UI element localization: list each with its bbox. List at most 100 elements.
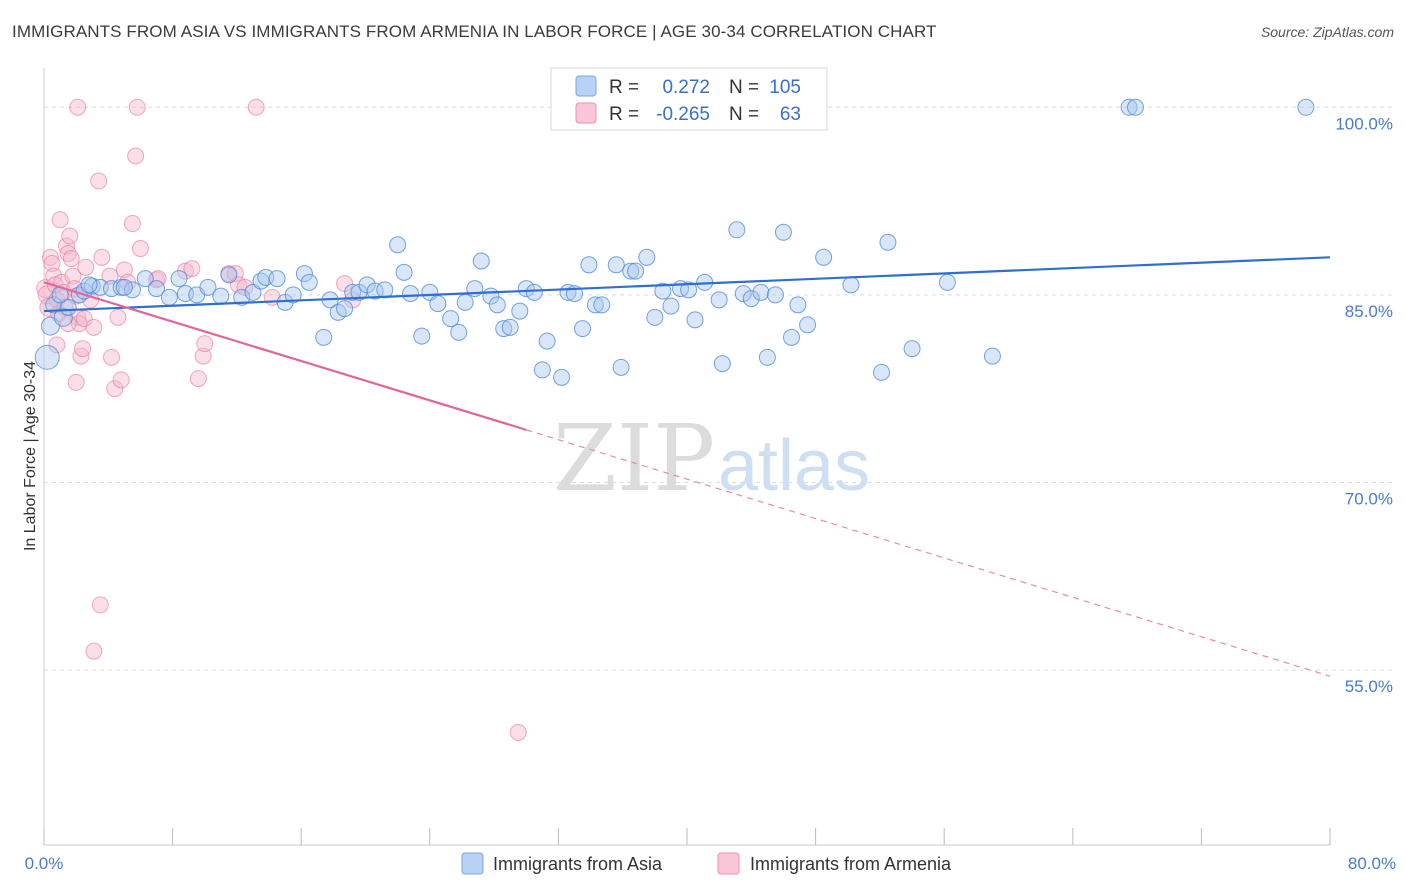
asia-point [284,286,302,304]
asia-point [395,263,413,281]
trend-lines [43,256,1331,677]
asia-point [220,266,238,284]
asia-point [517,280,535,298]
x-ticks [43,828,1331,845]
armenia-point [103,348,121,366]
armenia-point [74,340,92,358]
asia-point [742,290,760,308]
asia-point [842,276,860,294]
asia-point [538,332,556,350]
armenia-point [85,642,103,660]
armenia-trend-extension [526,429,1331,677]
asia-point [170,270,188,288]
asia-point [160,288,178,306]
armenia-point [109,308,127,326]
armenia-point [91,596,109,614]
asia-trend-line [43,256,1331,313]
asia-point [233,288,251,306]
asia-point [525,283,543,301]
legend-box [550,67,828,131]
series-asia [34,98,1315,386]
armenia-point [115,261,133,279]
asia-point [728,221,746,239]
asia-point [115,278,133,296]
legend-asia-n-label: N = [729,77,759,98]
legend-asia-r-value: 0.272 [662,77,710,98]
asia-point [654,282,672,300]
asia-point [1120,98,1138,116]
armenia-point [183,260,201,278]
armenia-point [43,255,61,273]
armenia-point [123,215,141,233]
asia-point [495,320,513,338]
asia-point [586,296,604,314]
armenia-point [59,245,77,263]
legend-armenia-n-label: N = [729,104,759,125]
asia-point [607,256,625,274]
correlation-legend: R = 0.272 N = 105 R = -0.265 N = 63 [550,67,828,131]
watermark-zip: ZIP [553,405,715,512]
asia-point [136,270,154,288]
asia-point [1297,98,1315,116]
y-tick-label-70: 70.0% [1345,489,1393,508]
asia-point [627,262,645,280]
asia-point [593,296,611,314]
asia-point [782,328,800,346]
asia-point [553,368,571,386]
asia-point [799,316,817,334]
asia-point [713,355,731,373]
armenia-point [69,98,87,116]
asia-point [1126,98,1144,116]
asia-point [344,283,362,301]
legend-armenia-r-label: R = [609,104,639,125]
asia-point [983,347,1001,365]
asia-point [300,273,318,291]
armenia-trend-line [43,281,527,431]
asia-point [686,311,704,329]
bottom-legend-swatch-asia [461,852,484,875]
armenia-point [90,172,108,190]
bottom-legend-armenia: Immigrants from Armenia [750,854,952,874]
asia-point [45,296,63,314]
armenia-point [189,370,207,388]
asia-point [879,233,897,251]
y-axis-title: In Labor Force | Age 30-34 [22,361,39,551]
asia-point [734,285,752,303]
armenia-point [106,380,124,398]
x-tick-label-min: 0.0% [25,854,64,873]
legend-swatch-asia [575,75,597,97]
asia-point [758,348,776,366]
asia-point [511,302,529,320]
series-armenia [36,98,527,741]
chart-title: IMMIGRANTS FROM ASIA VS IMMIGRANTS FROM … [12,22,937,41]
x-tick-label-max: 80.0% [1348,854,1396,873]
asia-point [710,291,728,309]
armenia-point [64,267,82,285]
armenia-point [85,318,103,336]
asia-point [574,320,592,338]
asia-point [429,295,447,313]
armenia-point [127,147,145,165]
asia-point [752,283,770,301]
armenia-point [48,336,66,354]
asia-point [148,280,166,298]
armenia-point [128,98,146,116]
armenia-point [75,310,93,328]
asia-point [766,286,784,304]
armenia-point [93,248,111,266]
asia-point [646,308,664,326]
armenia-point [112,371,130,389]
y-tick-label-55: 55.0% [1345,677,1393,696]
asia-point [199,278,217,296]
armenia-point [196,335,214,353]
asia-point [774,223,792,241]
bottom-legend-asia: Immigrants from Asia [493,854,663,874]
y-tick-labels: 100.0% 85.0% 70.0% 55.0% [1335,114,1393,696]
bottom-legend-swatch-armenia [717,852,740,875]
asia-point [789,296,807,314]
y-tick-label-100: 100.0% [1335,114,1393,133]
asia-point [456,293,474,311]
armenia-point [67,373,85,391]
asia-point [938,273,956,291]
